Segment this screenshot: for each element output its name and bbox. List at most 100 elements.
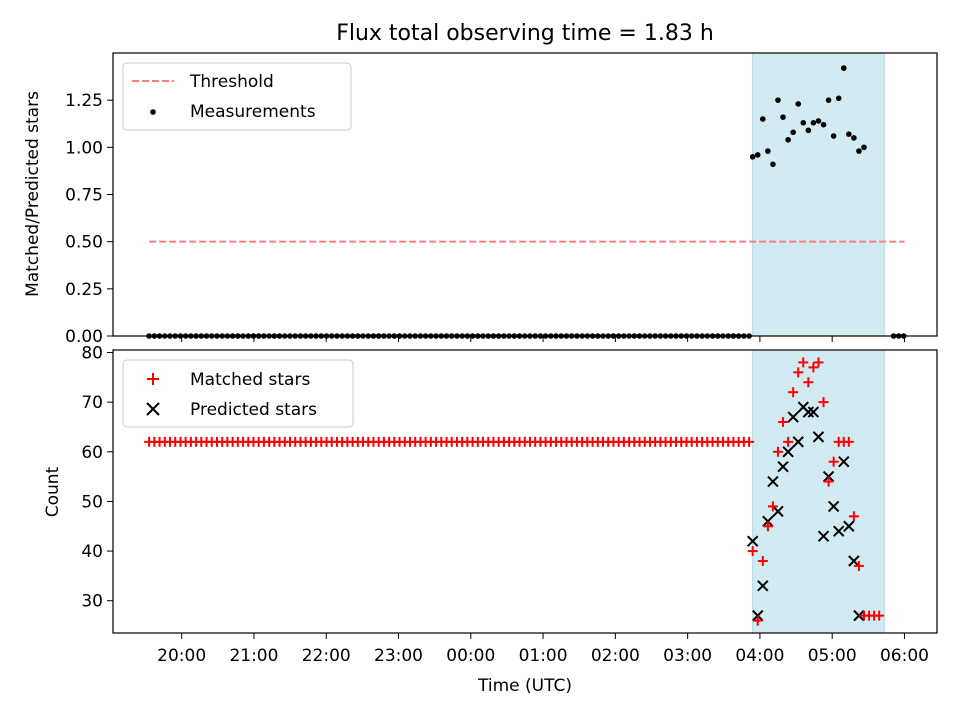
y-tick-label: 0.75 <box>65 186 103 206</box>
measurement-point <box>688 333 695 339</box>
measurement-point <box>198 333 205 339</box>
legend-matched-swatch <box>147 373 159 385</box>
matched-star-point <box>793 367 804 378</box>
matched-star-point <box>788 387 799 398</box>
predicted-cross-b <box>838 456 850 468</box>
legend-measurements-label: Measurements <box>190 102 316 122</box>
measurement-point <box>485 333 492 339</box>
predicted-star-point <box>843 520 855 532</box>
measurement-point <box>235 333 241 339</box>
measurement-point <box>579 333 585 339</box>
x-tick-label: 01:00 <box>519 646 568 666</box>
measurement-point <box>830 133 837 139</box>
measurement-point <box>177 333 184 339</box>
measurement-point <box>548 333 554 339</box>
measurement-point <box>281 333 288 339</box>
measurement-point <box>391 333 398 339</box>
predicted-cross-b <box>777 460 789 473</box>
y-tick-label: 30 <box>81 592 103 612</box>
matched-star-point <box>823 476 834 487</box>
measurement-point <box>605 333 612 339</box>
measurement-point <box>657 333 664 339</box>
measurement-point <box>219 333 225 339</box>
predicted-cross-b <box>767 475 779 488</box>
measurement-point <box>469 333 476 339</box>
observing-window-shade <box>752 349 885 634</box>
measurement-point <box>662 333 669 339</box>
measurement-point <box>459 333 465 339</box>
measurement-point <box>146 333 152 339</box>
predicted-star-point <box>767 475 779 488</box>
measurement-point <box>730 333 737 339</box>
matched-star-point <box>762 521 773 532</box>
chart-title: Flux total observing time = 1.83 h <box>336 21 714 46</box>
measurement-point <box>568 333 575 339</box>
observing-window-shade <box>752 52 885 337</box>
measurement-point <box>490 333 497 339</box>
y-tick-label: 0.00 <box>65 327 103 347</box>
predicted-star-point <box>838 456 850 468</box>
measurement-point <box>746 333 752 339</box>
measurement-point <box>297 333 304 339</box>
predicted-star-point <box>777 460 789 473</box>
x-tick-label: 00:00 <box>446 646 495 666</box>
measurement-point <box>511 333 518 339</box>
measurement-point <box>250 333 257 339</box>
measurement-point <box>699 333 705 339</box>
measurement-point <box>360 333 366 339</box>
measurement-point <box>172 333 179 339</box>
count-panel: 30 40 50 60 70 80 20:00 21:00 22:00 23:00 00:00 01:… <box>81 343 938 666</box>
measurement-point <box>709 333 716 339</box>
measurement-point <box>474 333 481 339</box>
measurement-point <box>846 131 852 137</box>
y-tick-label: 80 <box>81 343 103 363</box>
measurement-point <box>255 333 262 339</box>
matched-star-point <box>874 610 885 621</box>
measurement-point <box>749 153 756 160</box>
bottom-legend-box <box>122 359 354 428</box>
measurement-point <box>480 333 486 339</box>
matched-star-point <box>848 511 859 522</box>
predicted-cross-b <box>807 406 820 418</box>
predicted-cross-b <box>827 500 840 513</box>
measurement-point <box>683 333 690 339</box>
measurement-point <box>800 120 807 126</box>
measurement-point <box>626 333 632 339</box>
measurement-point <box>558 333 565 339</box>
measurement-point <box>856 148 862 154</box>
measurement-point <box>407 333 413 339</box>
bottom-y-axis-label: Count <box>43 466 63 517</box>
measurement-point <box>454 333 460 339</box>
matched-star-point <box>828 456 839 467</box>
measurement-point <box>760 116 766 122</box>
measurement-point <box>600 333 606 339</box>
predicted-star-point <box>782 446 794 458</box>
predicted-cross-b <box>797 401 809 413</box>
measurement-point <box>167 333 173 339</box>
predicted-star-point <box>817 530 830 542</box>
predicted-star-point <box>787 411 799 423</box>
measurement-point <box>900 333 907 339</box>
measurement-point <box>182 333 189 339</box>
measurement-point <box>631 333 638 339</box>
measurement-point <box>188 333 194 339</box>
predicted-cross-b <box>848 555 860 567</box>
x-tick-label: 03:00 <box>663 646 712 666</box>
legend-threshold-label: Threshold <box>189 72 274 92</box>
y-tick-label: 70 <box>81 393 103 413</box>
predicted-star-point <box>827 500 840 513</box>
measurement-point <box>386 333 392 339</box>
top-legend-box <box>122 62 352 131</box>
measurement-point <box>574 333 580 339</box>
measurement-point <box>433 333 439 339</box>
measurement-point <box>735 333 742 339</box>
measurement-point <box>589 333 596 339</box>
measurement-point <box>765 148 771 154</box>
predicted-cross-b <box>817 530 830 542</box>
measurement-point <box>563 333 570 339</box>
measurement-point <box>271 333 278 339</box>
legend-measurements-swatch <box>150 109 156 115</box>
measurement-point <box>339 333 345 339</box>
predicted-star-point <box>757 580 769 592</box>
